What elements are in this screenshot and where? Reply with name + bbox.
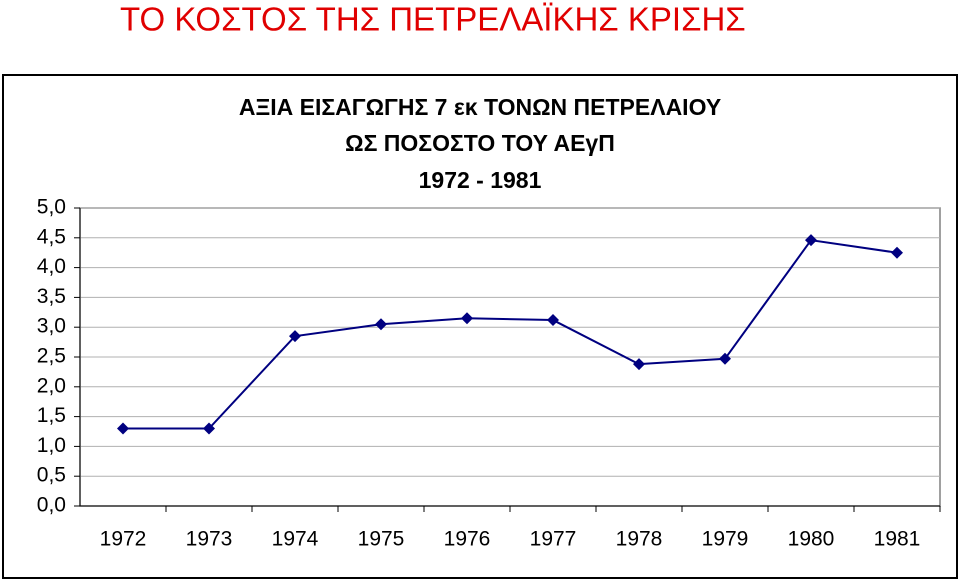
y-tick-label: 3,0 — [37, 315, 66, 338]
y-tick-label: 2,5 — [37, 345, 66, 368]
y-tick-label: 0,5 — [37, 464, 66, 487]
x-tick-label: 1976 — [444, 528, 491, 551]
marker — [117, 422, 129, 435]
marker — [203, 422, 215, 435]
marker — [805, 234, 817, 247]
chart-subtitle: 1972 - 1981 — [419, 167, 542, 193]
x-tick-label: 1975 — [358, 528, 405, 551]
x-tick-label: 1981 — [874, 528, 921, 551]
x-tick-label: 1973 — [186, 528, 233, 551]
x-tick-label: 1974 — [272, 528, 319, 551]
y-tick-label: 5,0 — [37, 196, 66, 219]
chart-title: ΩΣ ΠΟΣΟΣΤΟ ΤΟΥ ΑΕγΠ — [345, 130, 615, 156]
marker — [547, 314, 559, 327]
line — [123, 239, 898, 430]
x-tick-label: 1972 — [100, 528, 147, 551]
marker — [719, 352, 731, 365]
marker — [375, 318, 387, 331]
y-tick-label: 2,0 — [37, 374, 66, 397]
y-tick-label: 3,5 — [37, 285, 66, 308]
y-tick-label: 0,0 — [37, 494, 66, 517]
chart-title: ΑΞΙΑ ΕΙΣΑΓΩΓΗΣ 7 εκ ΤΟΝΩΝ ΠΕΤΡΕΛΑΙΟΥ — [239, 94, 721, 120]
y-tick-label: 4,5 — [37, 225, 66, 248]
marker — [461, 312, 473, 325]
y-tick-label: 4,0 — [37, 255, 66, 278]
y-tick-label: 1,5 — [37, 404, 66, 427]
marker — [289, 330, 301, 343]
marker — [891, 246, 903, 259]
x-tick-label: 1979 — [702, 528, 749, 551]
x-tick-label: 1977 — [530, 528, 577, 551]
y-tick-label: 1,0 — [37, 434, 66, 457]
x-tick-label: 1978 — [616, 528, 663, 551]
x-tick-label: 1980 — [788, 528, 835, 551]
page-title: ΤΟ ΚΟΣΤΟΣ ΤΗΣ ΠΕΤΡΕΛΑΪΚΗΣ ΚΡΙΣΗΣ — [120, 1, 746, 38]
marker — [633, 358, 645, 371]
